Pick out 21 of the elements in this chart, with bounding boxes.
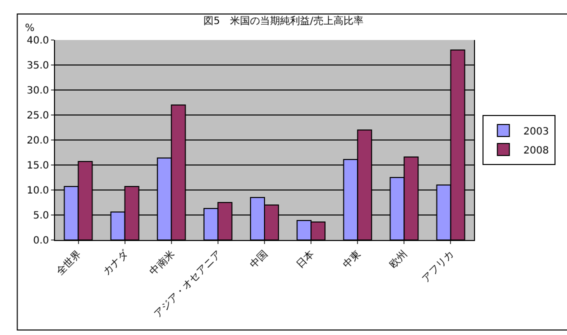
x-tick-label: 日本 xyxy=(294,248,317,271)
x-tick-label: 欧州 xyxy=(387,248,410,271)
x-tick-label: 全世界 xyxy=(54,248,84,278)
x-tick-label: カナダ xyxy=(100,247,132,278)
y-tick-label: 30.0 xyxy=(26,86,49,96)
chart-title: 図5 米国の当期純利益/売上高比率 xyxy=(204,14,364,27)
y-tick-label: 0.0 xyxy=(33,236,49,246)
legend-label: 2008 xyxy=(523,145,549,156)
y-tick-label: 5.0 xyxy=(33,210,49,222)
y-tick-label: 40.0 xyxy=(26,36,49,46)
y-tick-label: 20.0 xyxy=(26,136,49,146)
x-tick-label: アフリカ xyxy=(420,248,456,285)
y-tick-label: 35.0 xyxy=(26,60,49,72)
y-tick-label: 15.0 xyxy=(26,160,49,172)
y-axis-title: % xyxy=(25,23,35,34)
x-tick-label: 中国 xyxy=(248,248,270,271)
x-tick-label: 中東 xyxy=(340,248,364,271)
y-tick-label: 10.0 xyxy=(26,186,49,196)
legend-label: 2003 xyxy=(523,126,549,138)
x-tick-label: 中南米 xyxy=(147,248,178,278)
y-tick-label: 25.0 xyxy=(26,110,49,122)
